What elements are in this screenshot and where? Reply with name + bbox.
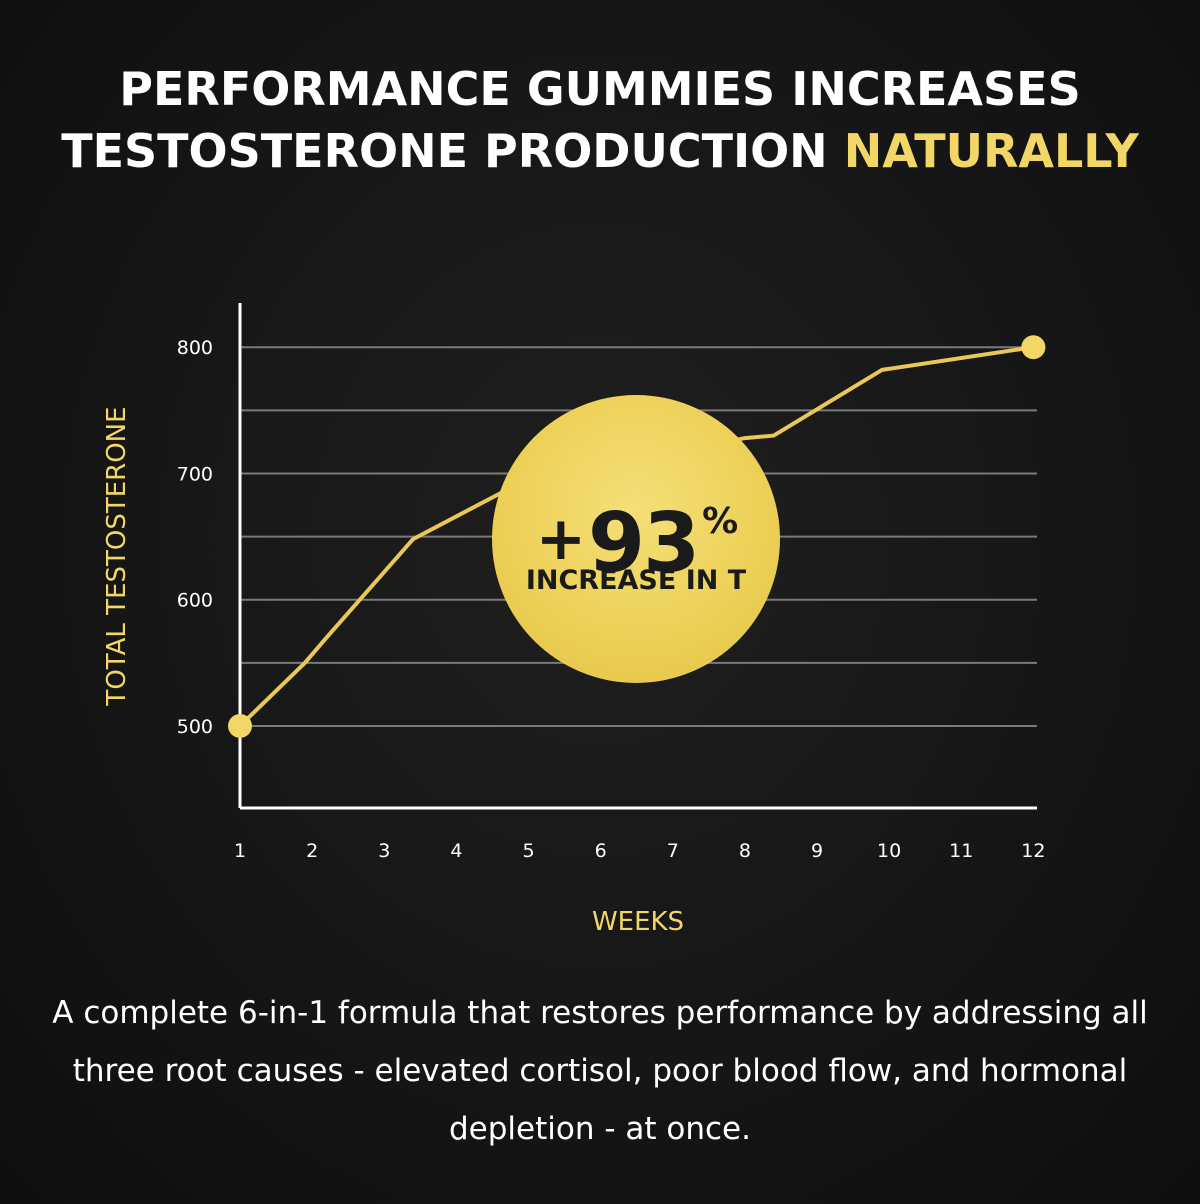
x-tick-label: 8 [739,840,751,862]
badge-number: 93 [588,496,700,591]
x-tick-label: 10 [877,840,901,862]
badge-plus: + [535,504,586,574]
badge-percent: % [702,501,738,542]
y-tick-label: 700 [177,463,213,485]
x-tick-label: 7 [667,840,679,862]
x-axis-title: WEEKS [592,907,684,937]
increase-badge: +93% INCREASE IN T [492,395,780,683]
headline-line-2: TESTOSTERONE PRODUCTION NATURALLY [0,120,1200,182]
y-tick-label: 600 [177,590,213,612]
headline-highlight: NATURALLY [843,124,1139,178]
headline-line-2-text: TESTOSTERONE PRODUCTION [61,124,844,178]
y-axis-title: TOTAL TESTOSTERONE [102,406,132,706]
y-tick-label: 800 [177,337,213,359]
x-tick-label: 12 [1021,840,1045,862]
x-tick-label: 3 [378,840,390,862]
x-tick-label: 11 [949,840,973,862]
x-tick-label: 5 [522,840,534,862]
x-tick-label: 4 [450,840,462,862]
x-tick-label: 1 [234,840,246,862]
badge-label: INCREASE IN T [525,565,747,596]
data-point-marker [228,713,252,738]
headline: PERFORMANCE GUMMIES INCREASES TESTOSTERO… [0,58,1200,182]
footer-description: A complete 6-in-1 formula that restores … [52,995,1148,1147]
badge-value: +93% [492,477,780,589]
x-tick-label: 6 [595,840,607,862]
headline-line-1: PERFORMANCE GUMMIES INCREASES [119,62,1081,116]
x-tick-label: 2 [306,840,318,862]
x-tick-label: 9 [811,840,823,862]
y-tick-label: 500 [177,716,213,738]
data-point-marker [1021,335,1046,360]
